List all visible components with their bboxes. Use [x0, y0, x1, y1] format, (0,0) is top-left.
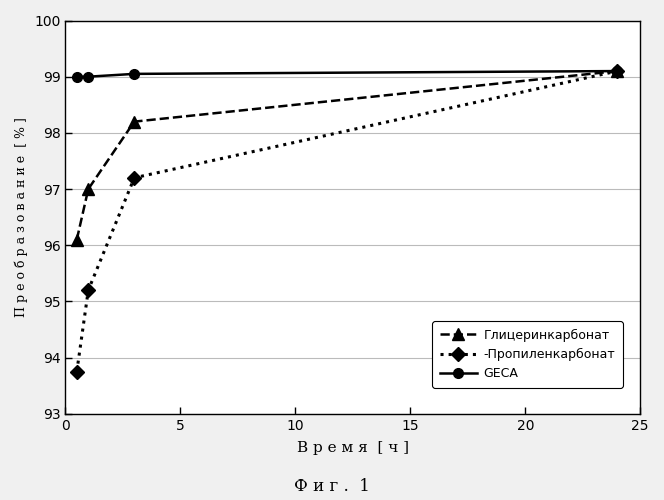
- -Пропиленкарбонат: [130, 175, 138, 181]
- Глицеринкарбонат: [73, 236, 81, 242]
- X-axis label: В р е м я  [ ч ]: В р е м я [ ч ]: [297, 441, 409, 455]
- Legend: Глицеринкарбонат, -Пропиленкарбонат, GECA: Глицеринкарбонат, -Пропиленкарбонат, GEC…: [432, 321, 623, 388]
- GECA: [130, 71, 138, 77]
- Y-axis label: П р е о б р а з о в а н и е  [ % ]: П р е о б р а з о в а н и е [ % ]: [15, 117, 29, 317]
- -Пропиленкарбонат: [84, 287, 92, 293]
- GECA: [73, 74, 81, 80]
- Text: Ф и г .  1: Ф и г . 1: [294, 478, 370, 495]
- Глицеринкарбонат: [614, 68, 622, 74]
- Глицеринкарбонат: [84, 186, 92, 192]
- Line: GECA: GECA: [72, 66, 622, 82]
- Глицеринкарбонат: [130, 118, 138, 124]
- Line: -Пропиленкарбонат: -Пропиленкарбонат: [72, 66, 622, 376]
- GECA: [614, 68, 622, 74]
- GECA: [84, 74, 92, 80]
- Line: Глицеринкарбонат: Глицеринкарбонат: [71, 66, 623, 245]
- -Пропиленкарбонат: [73, 368, 81, 374]
- -Пропиленкарбонат: [614, 68, 622, 74]
